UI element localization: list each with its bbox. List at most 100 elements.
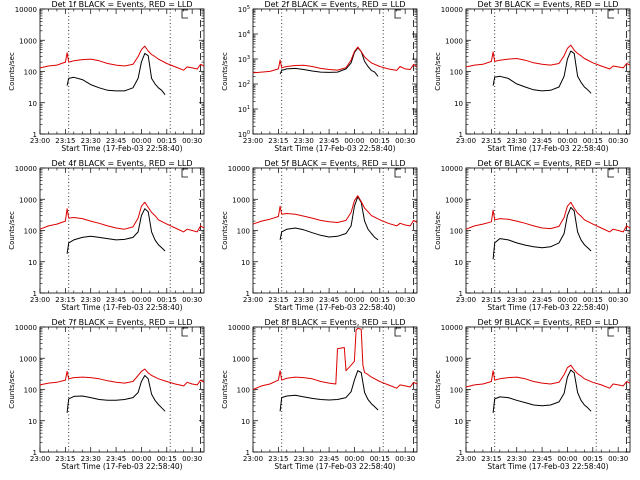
bracket-marker-icon — [181, 327, 189, 337]
chart-title: Det 8f BLACK = Events, RED = LLD — [264, 318, 405, 327]
x-tick-label: 23:15 — [268, 455, 288, 463]
bracket-marker-icon — [394, 327, 402, 337]
x-tick-label: 23:30 — [507, 137, 527, 145]
y-tick-label: 1000 — [19, 196, 37, 204]
x-tick-label: 23:30 — [294, 296, 314, 304]
y-axis-label: Counts/sec — [221, 370, 229, 409]
bracket-marker-icon — [394, 168, 402, 178]
y-tick-label: 10 — [28, 259, 37, 267]
x-tick-label: 23:30 — [507, 455, 527, 463]
y-tick-label: 10000 — [228, 165, 250, 173]
y-tick-label: 10000 — [228, 324, 250, 332]
plot-area: Det 9f BLACK = Events, RED = LLD 1 10 100 10… — [434, 318, 631, 471]
x-tick-label: 00:15 — [157, 455, 177, 463]
x-tick-label: 00:15 — [370, 137, 390, 145]
chart-panel: Det 2f BLACK = Events, RED = LLD10010110… — [221, 0, 418, 153]
x-tick-label: 00:00 — [557, 296, 577, 304]
x-tick-label: 23:45 — [106, 137, 126, 145]
y-tick-exponent: 2 — [247, 80, 250, 86]
x-tick-label: 23:00 — [30, 455, 50, 463]
events-series-line — [66, 208, 166, 254]
plot-area: Det 7f BLACK = Events, RED = LLD 1 10 100 10… — [8, 318, 205, 471]
axes-frame — [465, 167, 631, 294]
x-tick-label: 00:00 — [131, 137, 151, 145]
y-tick-label: 104 — [238, 30, 250, 39]
x-tick-label: 23:00 — [456, 137, 476, 145]
x-tick-label: 23:30 — [507, 296, 527, 304]
x-tick-label: 00:30 — [395, 296, 415, 304]
y-tick-exponent: 4 — [247, 30, 250, 36]
chart-title: Det 7f BLACK = Events, RED = LLD — [51, 318, 192, 327]
x-tick-label: 23:00 — [30, 296, 50, 304]
axes-frame — [252, 8, 418, 135]
bracket-marker-icon — [181, 168, 189, 178]
chart-panel: Det 3f BLACK = Events, RED = LLD 1 10 100 10… — [434, 0, 631, 153]
lld-series-line — [39, 45, 205, 71]
bracket-marker-icon — [181, 9, 189, 19]
x-tick-label: 23:15 — [481, 455, 501, 463]
x-axis-label: Start Time (17-Feb-03 22:58:40) — [61, 144, 182, 153]
bracket-marker-icon — [607, 9, 615, 19]
y-tick-label: 1 — [246, 290, 250, 298]
y-tick-label: 1000 — [445, 196, 463, 204]
x-tick-label: 00:00 — [344, 137, 364, 145]
y-tick-label: 100 — [450, 69, 463, 77]
x-tick-label: 23:45 — [532, 455, 552, 463]
x-tick-label: 00:30 — [182, 455, 202, 463]
bracket-marker-icon — [607, 168, 615, 178]
chart-title: Det 4f BLACK = Events, RED = LLD — [51, 159, 192, 168]
x-tick-label: 23:30 — [81, 296, 101, 304]
x-tick-label: 00:15 — [157, 296, 177, 304]
y-axis-label: Counts/sec — [221, 52, 229, 91]
lld-series-line — [39, 201, 205, 233]
y-axis-label: Counts/sec — [8, 370, 16, 409]
y-tick-label: 10 — [454, 418, 463, 426]
y-tick-label: 100 — [24, 228, 37, 236]
x-tick-label: 00:30 — [182, 296, 202, 304]
y-tick-label: 10 — [454, 259, 463, 267]
x-axis-label: Start Time (17-Feb-03 22:58:40) — [61, 462, 182, 471]
x-tick-label: 00:15 — [583, 296, 603, 304]
lld-series-line — [252, 46, 418, 74]
plot-area: Det 5f BLACK = Events, RED = LLD 1 10 100 10… — [221, 159, 418, 312]
x-tick-label: 23:00 — [243, 455, 263, 463]
chart-title: Det 5f BLACK = Events, RED = LLD — [264, 159, 405, 168]
y-tick-exponent: 3 — [247, 55, 250, 61]
plot-area: Det 3f BLACK = Events, RED = LLD 1 10 100 10… — [434, 0, 631, 153]
events-series-line — [492, 206, 592, 260]
plot-area: Det 6f BLACK = Events, RED = LLD 1 10 100 10… — [434, 159, 631, 312]
lld-series-line — [465, 364, 631, 389]
x-tick-label: 23:45 — [319, 137, 339, 145]
y-tick-label: 102 — [238, 80, 250, 89]
plot-area: Det 8f BLACK = Events, RED = LLD 1 10 100 10… — [221, 318, 418, 471]
y-tick-label: 1000 — [19, 37, 37, 45]
y-tick-label: 1000 — [445, 355, 463, 363]
y-tick-label: 100 — [24, 69, 37, 77]
events-series-line — [279, 370, 379, 412]
x-tick-label: 23:30 — [294, 455, 314, 463]
y-axis-label: Counts/sec — [434, 211, 442, 250]
lld-series-line — [465, 201, 631, 233]
x-axis-label: Start Time (17-Feb-03 22:58:40) — [487, 303, 608, 312]
y-tick-label: 1 — [459, 449, 463, 457]
y-tick-label: 10 — [454, 100, 463, 108]
x-tick-label: 23:45 — [319, 296, 339, 304]
y-tick-label: 1 — [459, 131, 463, 139]
y-tick-label: 10 — [241, 259, 250, 267]
x-tick-label: 23:15 — [55, 137, 75, 145]
x-tick-label: 00:30 — [608, 296, 628, 304]
y-tick-label: 103 — [238, 55, 250, 64]
y-tick-label: 10000 — [441, 324, 463, 332]
y-tick-label: 100 — [24, 387, 37, 395]
chart-panel: Det 1f BLACK = Events, RED = LLD 1 10 100 10… — [8, 0, 205, 153]
x-tick-label: 23:45 — [532, 296, 552, 304]
x-tick-label: 00:15 — [583, 137, 603, 145]
axes-frame — [465, 8, 631, 135]
y-tick-label: 10000 — [441, 165, 463, 173]
x-tick-label: 23:15 — [55, 455, 75, 463]
events-series-line — [66, 52, 166, 96]
x-tick-label: 00:00 — [131, 296, 151, 304]
y-tick-label: 101 — [238, 105, 250, 114]
chart-panel: Det 5f BLACK = Events, RED = LLD 1 10 100 10… — [221, 159, 418, 312]
x-tick-label: 23:15 — [481, 137, 501, 145]
